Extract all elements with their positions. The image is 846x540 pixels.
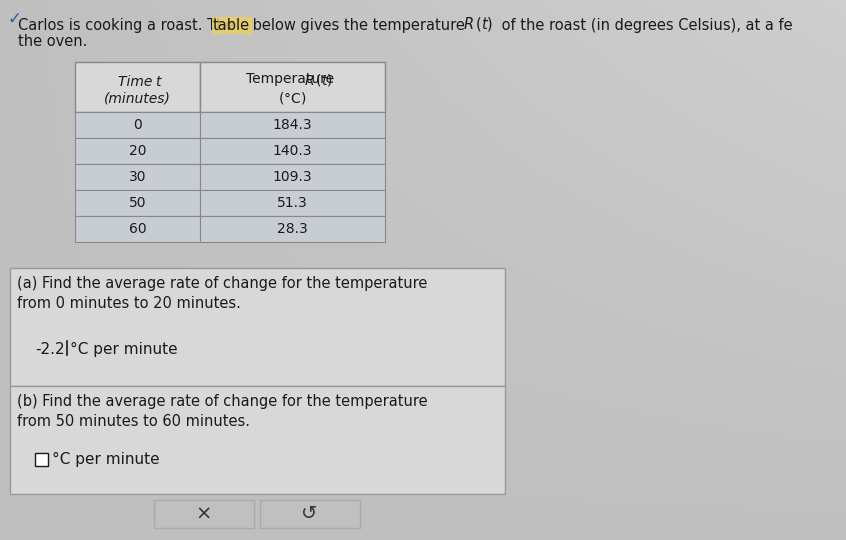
Text: 140.3: 140.3 xyxy=(272,144,312,158)
Bar xyxy=(200,190,385,216)
Text: ✓: ✓ xyxy=(8,10,22,28)
Text: 20: 20 xyxy=(129,144,146,158)
Bar xyxy=(200,112,385,138)
Bar xyxy=(200,216,385,242)
Text: table: table xyxy=(213,18,250,33)
Text: 28.3: 28.3 xyxy=(277,222,308,236)
Text: ×: × xyxy=(195,504,212,523)
Text: of the roast (in degrees Celsius), at a fe: of the roast (in degrees Celsius), at a … xyxy=(497,18,793,33)
Text: Time: Time xyxy=(118,75,157,89)
Text: (b) Find the average rate of change for the temperature
from 50 minutes to 60 mi: (b) Find the average rate of change for … xyxy=(17,394,427,429)
Text: $R\,(t)$: $R\,(t)$ xyxy=(463,15,493,33)
Text: ($°$C): ($°$C) xyxy=(278,90,306,106)
Bar xyxy=(75,112,200,138)
Text: $R\,(t)$: $R\,(t)$ xyxy=(305,72,333,88)
Text: 60: 60 xyxy=(129,222,146,236)
Bar xyxy=(10,268,505,386)
Text: the oven.: the oven. xyxy=(18,34,87,49)
Text: (a) Find the average rate of change for the temperature
from 0 minutes to 20 min: (a) Find the average rate of change for … xyxy=(17,276,427,311)
Bar xyxy=(200,138,385,164)
Bar xyxy=(200,62,385,112)
Text: 184.3: 184.3 xyxy=(272,118,312,132)
Bar xyxy=(35,453,48,466)
Bar xyxy=(75,190,200,216)
Text: 30: 30 xyxy=(129,170,146,184)
Text: Carlos is cooking a roast. The: Carlos is cooking a roast. The xyxy=(18,18,239,33)
Bar xyxy=(200,164,385,190)
Text: Temperature: Temperature xyxy=(246,72,338,86)
Bar xyxy=(75,216,200,242)
Text: (minutes): (minutes) xyxy=(104,91,171,105)
Text: 109.3: 109.3 xyxy=(272,170,312,184)
Bar xyxy=(75,138,200,164)
Text: 51.3: 51.3 xyxy=(277,196,308,210)
Text: 0: 0 xyxy=(133,118,142,132)
Text: 50: 50 xyxy=(129,196,146,210)
Bar xyxy=(260,500,360,528)
Text: t: t xyxy=(156,75,161,89)
Bar xyxy=(153,500,254,528)
Bar xyxy=(75,164,200,190)
Bar xyxy=(75,62,200,112)
Bar xyxy=(10,386,505,494)
Text: °C per minute: °C per minute xyxy=(70,342,178,357)
Text: below gives the temperature: below gives the temperature xyxy=(248,18,470,33)
Text: °C per minute: °C per minute xyxy=(52,452,160,467)
Text: -2.2: -2.2 xyxy=(35,342,64,357)
Text: ↺: ↺ xyxy=(301,504,318,523)
